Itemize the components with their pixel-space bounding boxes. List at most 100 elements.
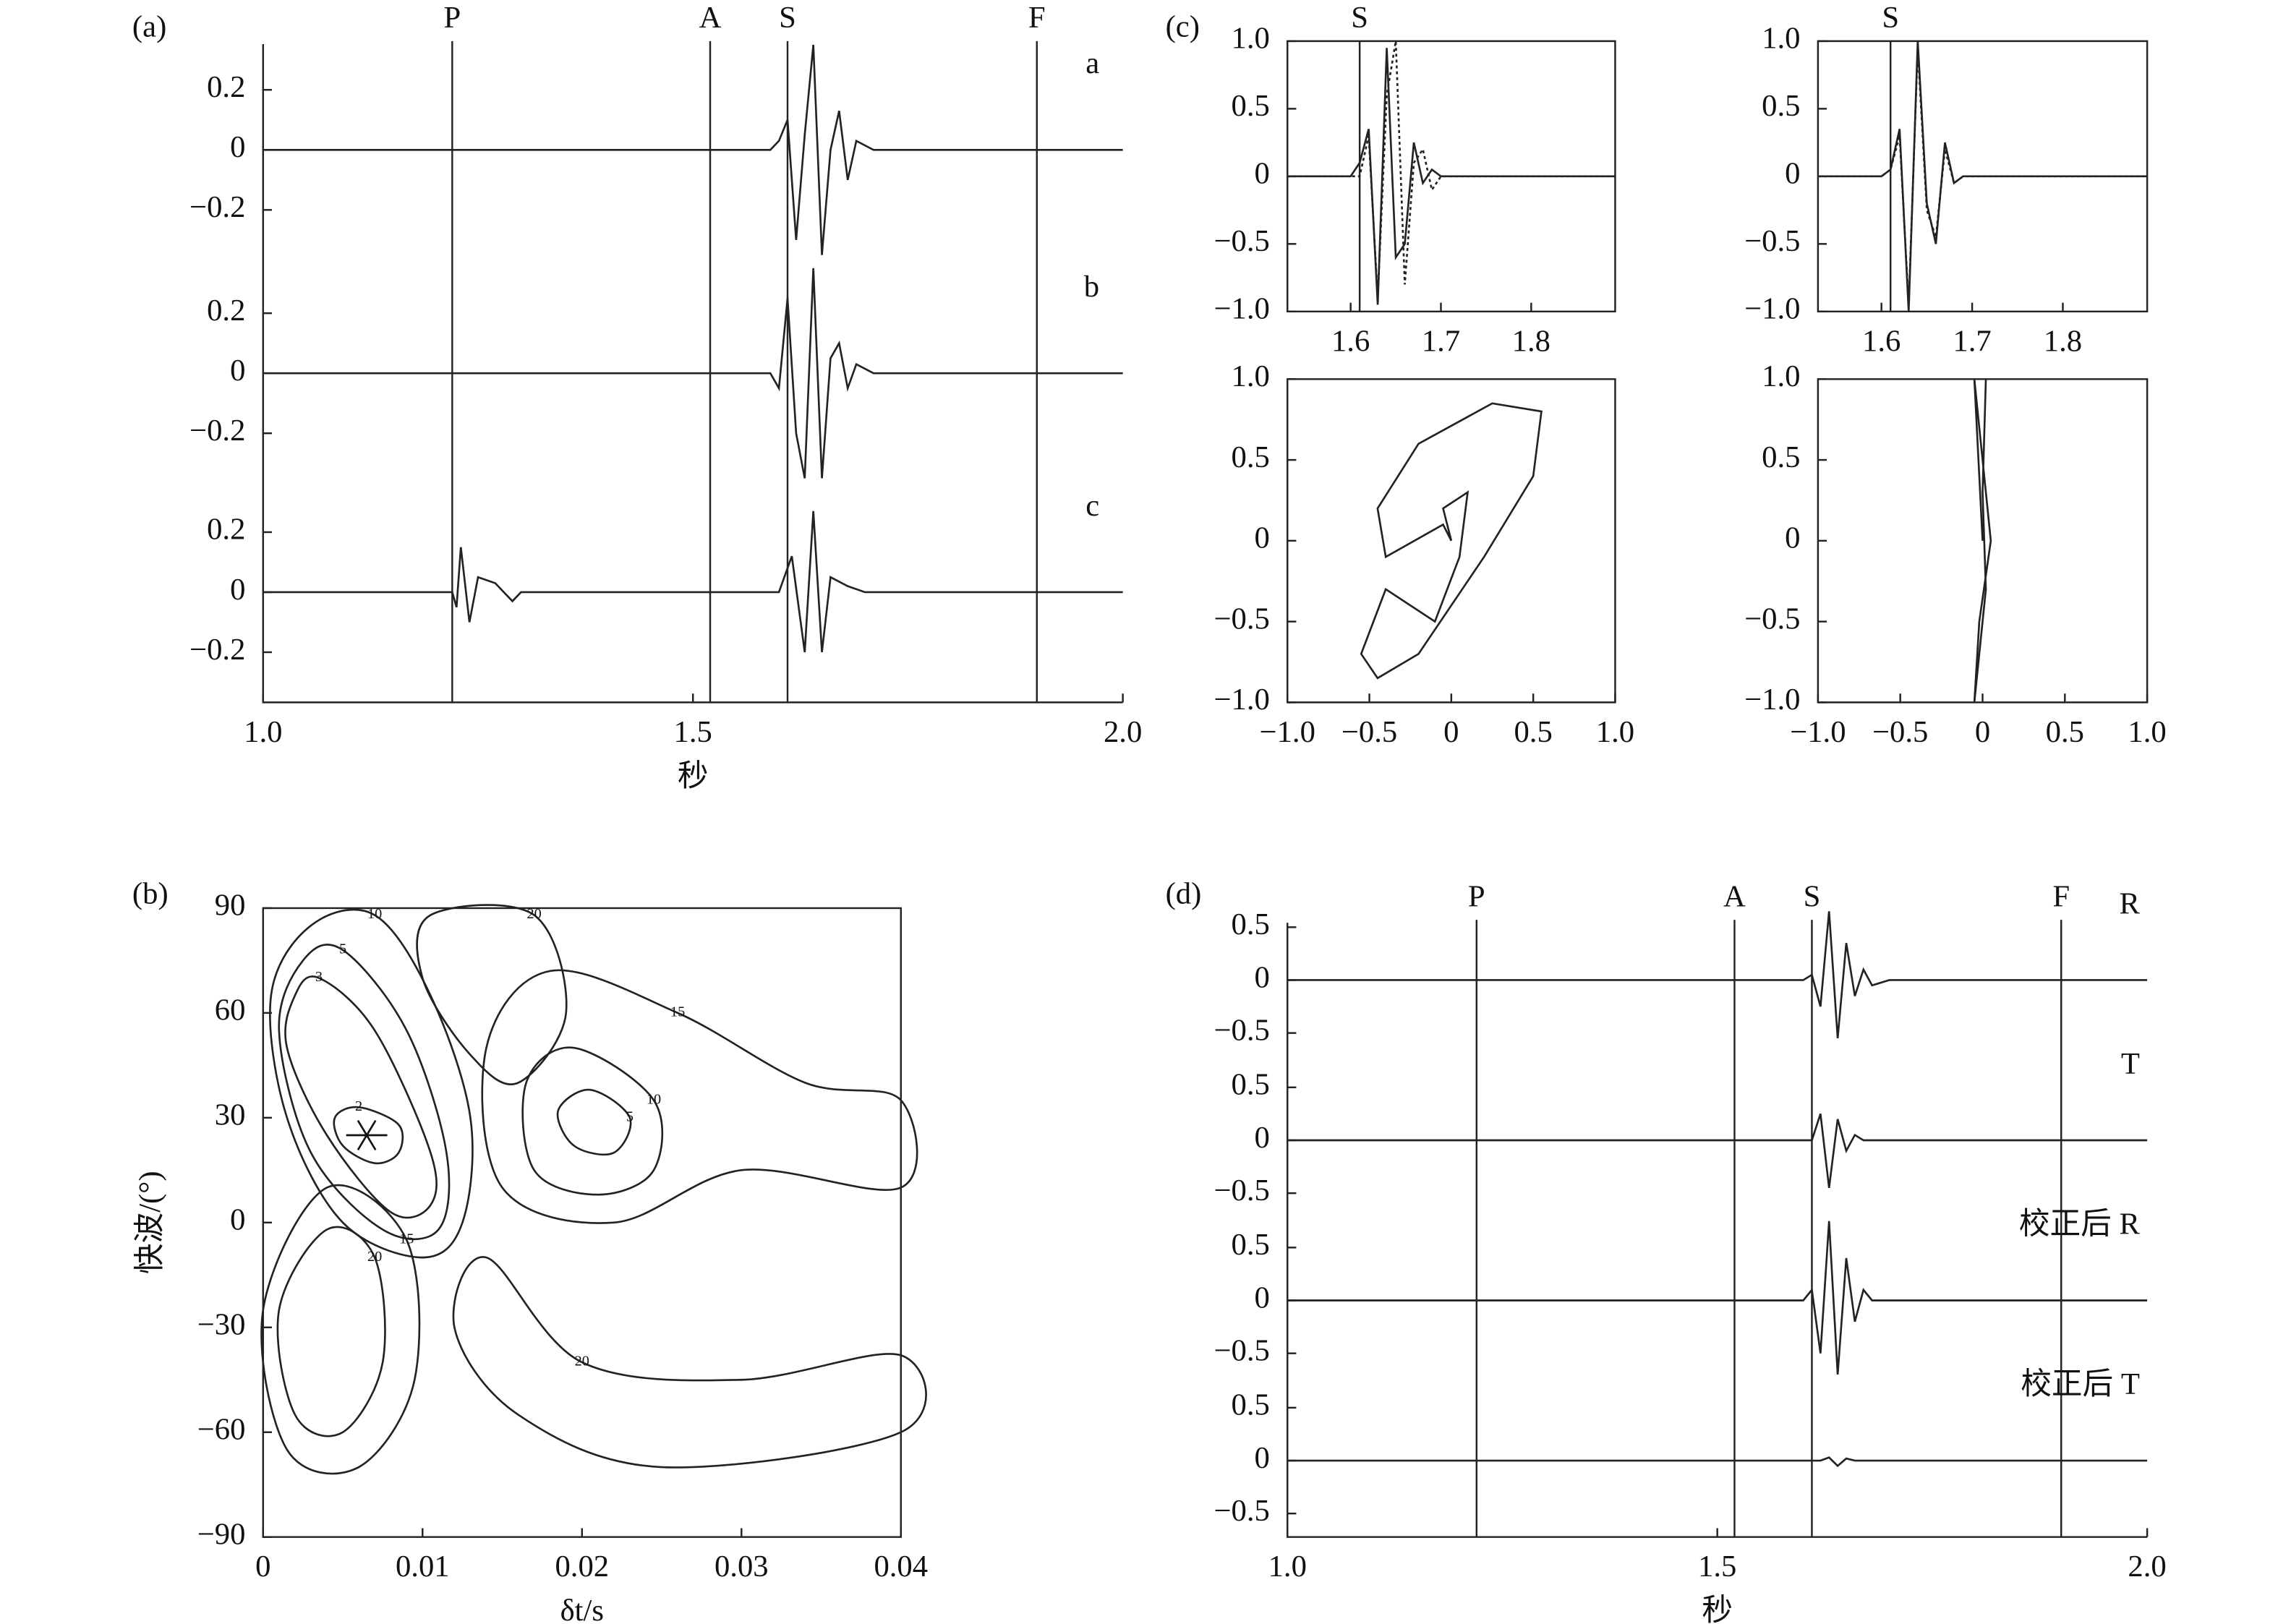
series-line	[1360, 402, 1543, 680]
x-axis-label: δt/s	[560, 1594, 604, 1624]
x-tick-label: 0	[1443, 715, 1459, 749]
contour-label: 10	[367, 906, 382, 922]
y-tick-label: 0	[1785, 157, 1800, 191]
panel-label: (d)	[1166, 876, 1202, 910]
x-tick-label: −0.5	[1872, 715, 1928, 749]
y-tick-label: 0.5	[1232, 89, 1270, 123]
panel-label: (c)	[1166, 9, 1200, 43]
x-tick-label: 1.5	[674, 715, 712, 749]
contour	[260, 1184, 421, 1475]
phase-marker-label: S	[1351, 1, 1368, 35]
y-tick-label: −0.5	[1213, 602, 1269, 636]
contour-label: 20	[526, 906, 541, 922]
contour	[278, 944, 451, 1241]
y-tick-label: 0.5	[1762, 89, 1800, 123]
x-tick-label: 1.0	[244, 715, 282, 749]
trace-name: c	[1085, 489, 1099, 523]
contour-label: 2	[355, 1098, 362, 1114]
series-line	[1973, 379, 1992, 703]
phase-marker-label: S	[1804, 880, 1821, 914]
y-tick-label: 0.5	[1232, 907, 1270, 941]
trace	[263, 510, 1123, 653]
contour	[521, 1046, 664, 1196]
y-tick-label: −0.5	[1213, 1333, 1269, 1367]
x-tick-label: 2.0	[2128, 1550, 2166, 1584]
phase-marker-label: A	[699, 1, 722, 35]
y-tick-label: 0	[1255, 960, 1270, 994]
phase-marker-label: S	[779, 1, 796, 35]
x-tick-label: 1.0	[1268, 1550, 1307, 1584]
x-tick-label: 0.03	[714, 1550, 769, 1584]
panel-label: (a)	[132, 9, 166, 43]
y-tick-label: −0.2	[189, 190, 245, 224]
y-tick-label: 1.0	[1232, 359, 1270, 393]
y-tick-label: −0.5	[1744, 224, 1800, 258]
y-tick-label: 0	[1255, 521, 1270, 555]
y-tick-label: −0.2	[189, 633, 245, 667]
x-tick-label: −1.0	[1260, 715, 1315, 749]
x-tick-label: 0.5	[2046, 715, 2084, 749]
axis-frame	[1817, 40, 2149, 313]
y-tick-label: 0	[230, 354, 245, 388]
trace	[263, 44, 1123, 255]
series-line	[1817, 40, 2148, 312]
contour-label: 20	[575, 1354, 589, 1369]
contour-label: 15	[399, 1231, 414, 1247]
y-tick-label: −0.5	[1744, 602, 1800, 636]
trace	[263, 268, 1123, 479]
y-tick-label: 0	[230, 573, 245, 607]
trace-name: R	[2119, 887, 2140, 921]
x-tick-label: −1.0	[1790, 715, 1846, 749]
y-tick-label: −1.0	[1744, 683, 1800, 717]
phase-marker-label: F	[1028, 1, 1046, 35]
y-tick-label: −0.5	[1213, 1174, 1269, 1208]
y-tick-label: 0	[230, 130, 245, 164]
y-tick-label: −60	[197, 1413, 246, 1447]
trace-name: b	[1084, 270, 1099, 304]
y-tick-label: 0.5	[1232, 1068, 1270, 1102]
y-tick-label: 0.2	[207, 294, 245, 328]
y-tick-label: −0.5	[1213, 224, 1269, 258]
y-tick-label: −1.0	[1744, 292, 1800, 326]
contour	[284, 975, 438, 1219]
x-tick-label: 0.5	[1514, 715, 1552, 749]
contour	[269, 908, 474, 1259]
y-tick-label: 0.2	[207, 70, 245, 104]
x-tick-label: 0.01	[396, 1550, 450, 1584]
y-tick-label: 0	[1255, 1281, 1270, 1315]
trace-name: 校正后 T	[2021, 1367, 2140, 1401]
minimum-cross	[346, 1119, 388, 1150]
phase-marker-label: P	[443, 1, 461, 35]
x-tick-label: 0	[255, 1550, 270, 1584]
contour-label: 5	[626, 1108, 634, 1124]
y-tick-label: −30	[197, 1308, 246, 1342]
x-tick-label: 0	[1975, 715, 1990, 749]
phase-marker-label: S	[1882, 1, 1899, 35]
y-tick-label: 90	[215, 889, 246, 923]
y-tick-label: 0	[1255, 1441, 1270, 1475]
contour	[416, 904, 568, 1085]
trace	[1287, 1114, 2148, 1189]
y-tick-label: −90	[197, 1517, 246, 1551]
y-tick-label: −0.5	[1213, 1494, 1269, 1528]
contour	[556, 1088, 632, 1156]
series-line	[1287, 40, 1616, 299]
x-tick-label: 1.8	[1512, 324, 1550, 358]
trace	[1287, 1221, 2148, 1375]
contour-label: 10	[647, 1091, 661, 1107]
y-tick-label: −0.2	[189, 414, 245, 448]
y-tick-label: 0	[1255, 157, 1270, 191]
x-axis-label: 秒	[678, 759, 709, 793]
axis-frame	[1287, 40, 1616, 313]
phase-marker-label: F	[2052, 880, 2070, 914]
y-tick-label: 1.0	[1762, 359, 1800, 393]
x-tick-label: 1.0	[2128, 715, 2166, 749]
contour-label: 20	[367, 1249, 382, 1265]
y-tick-label: 60	[215, 993, 246, 1027]
y-axis-label: 快波/(°)	[133, 1171, 167, 1274]
x-tick-label: 1.7	[1953, 324, 1991, 358]
y-tick-label: 0	[230, 1203, 245, 1237]
x-tick-label: 1.6	[1862, 324, 1901, 358]
